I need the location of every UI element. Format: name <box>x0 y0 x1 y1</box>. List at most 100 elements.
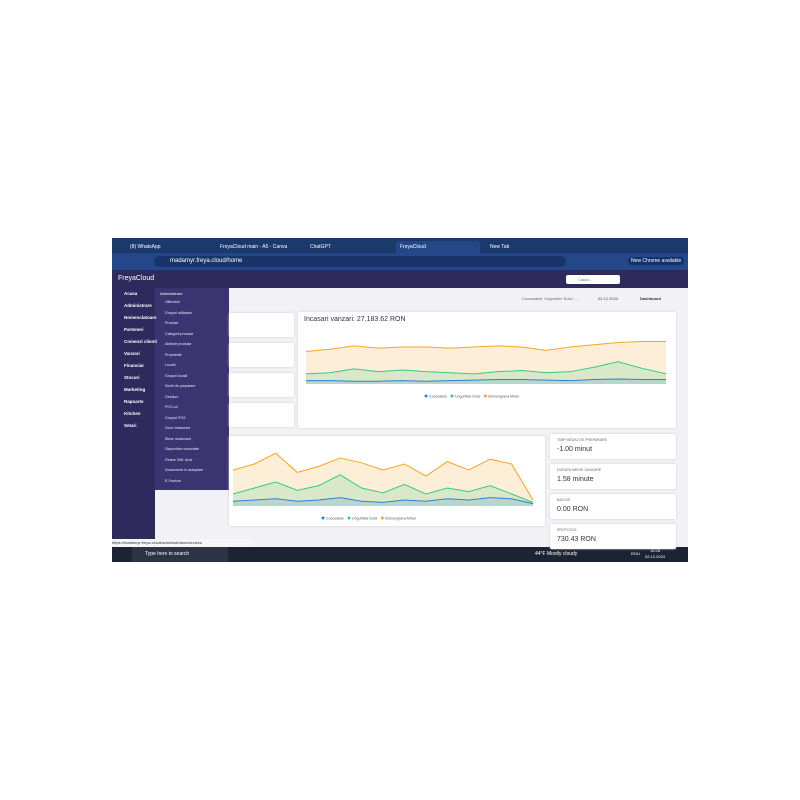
submenu-item[interactable]: Grupuri locatii <box>165 373 188 378</box>
taskbar <box>112 547 688 562</box>
app-header <box>112 270 688 288</box>
menu-item[interactable]: Financiar <box>124 363 145 368</box>
legend-marker <box>321 516 325 520</box>
update-button[interactable]: New Chrome available <box>628 257 685 265</box>
tab[interactable]: FreyaCloud main - A5 - Canva <box>220 244 288 250</box>
stat-label: BACSIS <box>557 498 571 502</box>
submenu-item[interactable]: Categorii produse <box>165 331 194 336</box>
address-bar[interactable] <box>154 256 566 267</box>
submenu-item[interactable]: Documente in asteptare <box>165 468 204 472</box>
series-line <box>232 497 534 505</box>
stat-value: -1.00 minut <box>557 446 593 453</box>
clock-date[interactable]: 02.12.2024 <box>645 554 666 559</box>
submenu-item[interactable]: Proprietati <box>165 352 182 357</box>
submenu-item[interactable]: Grupuri utilizatori <box>165 310 193 315</box>
series-line <box>306 378 666 382</box>
area-fill <box>306 341 666 384</box>
chart-panel <box>229 436 545 526</box>
chart: Cocosatele Unguritele Dulci Brunengrava Mi… <box>305 340 667 399</box>
url[interactable]: madamyr.freya.cloud/home <box>170 258 243 264</box>
kpi-card <box>229 373 294 397</box>
stat-card <box>550 524 676 549</box>
legend-label: Unguritele Dulci <box>455 395 481 399</box>
menu-item[interactable]: Parteneri <box>124 327 144 332</box>
submenu-item[interactable]: Utilizatori <box>165 300 180 304</box>
submenu-item[interactable]: POS-uri <box>165 405 178 409</box>
legend-marker <box>483 394 487 398</box>
menu-item[interactable]: Kitchen <box>124 411 141 416</box>
submenu-title: Administrare <box>160 291 183 296</box>
legend-marker <box>380 516 384 520</box>
series-line <box>305 340 666 353</box>
kpi-card <box>229 343 294 367</box>
stat-value: 1.58 minute <box>557 476 594 483</box>
series-line <box>232 452 534 501</box>
submenu-item[interactable]: Atribute produse <box>165 342 192 346</box>
stat-card <box>550 494 676 519</box>
kpi-card <box>229 403 294 427</box>
stat-card <box>550 464 676 489</box>
stat-label: TIMP MEDIU DE PREPARARE <box>557 438 607 442</box>
legend-label: Unguritele Dulci <box>352 517 378 521</box>
series-line <box>232 474 534 503</box>
sidebar <box>112 288 155 548</box>
menu-item[interactable]: Rapoarte <box>124 399 144 404</box>
taskbar-search-text[interactable]: Type here to search <box>145 551 190 557</box>
area-fill <box>306 378 666 384</box>
menu-item[interactable]: Acasa <box>124 291 138 296</box>
tab[interactable]: New Tab <box>490 244 510 250</box>
menu-item[interactable]: Setari <box>124 423 137 428</box>
legend-marker <box>424 394 428 398</box>
filter[interactable]: Cocosatele, Unguritele Dulci, ... <box>522 296 579 301</box>
menu-item[interactable]: Administrare <box>124 303 152 308</box>
legend-marker <box>450 394 454 398</box>
stat-label: DURATA MEDIE VANZARE <box>557 468 602 472</box>
menu-item[interactable]: Comenzi clienti <box>124 339 158 344</box>
language[interactable]: ROU <box>631 551 640 556</box>
menu-item[interactable]: Marketing <box>124 387 146 392</box>
menu-item[interactable]: Vanzari <box>124 351 140 356</box>
stat-label: PROTOCOL <box>557 528 578 532</box>
stat-card <box>550 434 676 459</box>
browser: madamyr.freya.cloud/home New Chrome avai… <box>112 238 688 562</box>
submenu-item[interactable]: Sectii de preparare <box>165 384 196 388</box>
legend-label: Brunengrava Mihai <box>488 395 518 399</box>
search-box[interactable] <box>566 275 620 284</box>
submenu-item[interactable]: E-Factura <box>165 478 181 483</box>
date[interactable]: 02.12.2024 <box>598 296 619 301</box>
submenu-item[interactable]: Gestiuni <box>165 394 179 399</box>
submenu-item[interactable]: Produse <box>165 321 179 325</box>
menu-item[interactable]: Stocuri <box>124 375 140 380</box>
series-line <box>305 361 667 375</box>
submenu-item[interactable]: Grupuri POS <box>165 415 186 420</box>
logo[interactable]: FreyaCloud <box>118 275 155 282</box>
area-fill <box>233 474 533 506</box>
chart: Cocosatele Unguritele Dulci Brunengrava Mi… <box>232 452 534 521</box>
legend-label: Cocosatele <box>429 395 447 399</box>
kpi-card <box>229 313 294 337</box>
legend-marker <box>347 516 351 520</box>
status-bar: https://madamyr.freya.cloud/administrati… <box>112 539 252 547</box>
submenu-item[interactable]: Mese restaurant <box>165 436 191 441</box>
stat-value: 0.00 RON <box>557 506 589 513</box>
tab[interactable]: ChatGPT <box>310 244 331 250</box>
submenu-panel <box>155 288 229 490</box>
weather[interactable]: 44°F Mostly cloudy <box>535 551 578 557</box>
legend-label: Brunengrava Mihai <box>385 517 415 521</box>
menu-item[interactable]: Nomenclatoare <box>124 315 157 320</box>
submenu-item[interactable]: Fisiere XML Anaf <box>165 457 193 462</box>
submenu-item[interactable]: Zone restaurant <box>165 426 191 430</box>
legend-label: Cocosatele <box>326 517 344 521</box>
search-placeholder: Cauta... <box>578 277 593 282</box>
stat-value: 730.43 RON <box>557 536 596 543</box>
submenu-item[interactable]: Locatii <box>165 363 176 367</box>
submenu-item[interactable]: Dispozitive conectate <box>165 447 199 451</box>
taskbar-search[interactable] <box>132 547 228 562</box>
chart-title: Incasari vanzari: 27,183.62 RON <box>304 316 406 323</box>
tab[interactable]: (8) WhatsApp <box>130 244 161 250</box>
tab[interactable]: FreyaCloud <box>396 241 480 253</box>
clock-time[interactable]: 15:28 <box>650 548 661 553</box>
area-fill <box>233 453 533 506</box>
view-select[interactable]: Dashboard <box>640 296 661 301</box>
